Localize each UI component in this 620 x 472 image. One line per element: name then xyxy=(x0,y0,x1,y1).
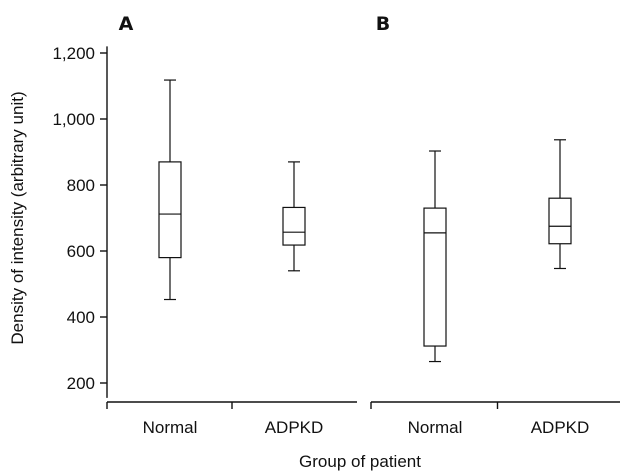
panel-label: B xyxy=(376,13,390,35)
box-b-adpkd: ADPKD xyxy=(531,139,590,437)
iqr-box xyxy=(548,197,572,245)
panel-a: A Normal ADPKD xyxy=(119,13,324,437)
category-label: ADPKD xyxy=(531,418,590,437)
panel-label: A xyxy=(119,13,134,35)
y-tick-label: 1,000 xyxy=(52,110,95,129)
box-b-normal: Normal xyxy=(408,150,463,437)
x-axis-title: Group of patient xyxy=(299,452,421,471)
category-label: Normal xyxy=(143,418,198,437)
y-tick-label: 1,200 xyxy=(52,44,95,63)
box-a-adpkd: ADPKD xyxy=(265,161,324,437)
iqr-box xyxy=(158,161,182,259)
y-tick-label: 800 xyxy=(67,176,95,195)
y-tick-label: 200 xyxy=(67,374,95,393)
box-a-normal: Normal xyxy=(143,79,198,437)
panel-b: B Normal ADPKD xyxy=(376,13,590,437)
y-axis-title: Density of intensity (arbitrary unit) xyxy=(8,91,27,344)
category-label: Normal xyxy=(408,418,463,437)
y-axis: 200 400 600 800 1,000 1,200 xyxy=(52,44,108,398)
category-label: ADPKD xyxy=(265,418,324,437)
y-tick-label: 600 xyxy=(67,242,95,261)
x-axis xyxy=(106,401,620,409)
y-tick-label: 400 xyxy=(67,308,95,327)
panels: A Normal ADPKD B Normal ADPKD xyxy=(119,13,590,437)
iqr-box xyxy=(282,206,306,246)
iqr-box xyxy=(423,207,447,347)
